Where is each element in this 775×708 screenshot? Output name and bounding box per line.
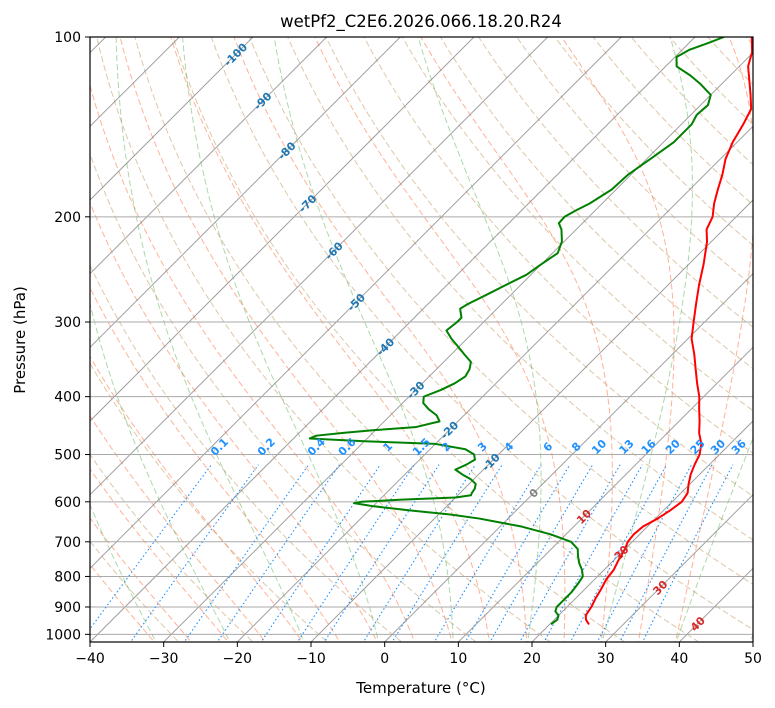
y-tick-label: 900 — [54, 600, 81, 616]
moist-adiabat — [90, 355, 304, 642]
moist-adiabat — [90, 201, 378, 642]
wet-bulb-curve — [273, 37, 454, 642]
moist-adiabat — [420, 37, 613, 642]
x-axis-title: Temperature (°C) — [355, 679, 485, 697]
x-tick-label: 50 — [744, 651, 762, 667]
isotherm-line — [236, 125, 753, 642]
x-tick-label: 0 — [380, 651, 389, 667]
mixing-ratio-line — [296, 464, 415, 642]
isotherm-line — [90, 37, 328, 275]
x-tick-label: 20 — [523, 651, 541, 667]
y-tick-label: 100 — [54, 30, 81, 46]
chart-title: wetPf2_C2E6.2026.066.18.20.R24 — [280, 12, 562, 32]
isotherm-line — [531, 420, 753, 642]
isotherm-line — [384, 272, 753, 642]
dry-adiabat — [210, 37, 753, 631]
wet-bulb-curve — [90, 503, 157, 642]
plot-frame — [89, 36, 754, 643]
wet-bulb-curve — [417, 37, 542, 642]
mixing-ratio-line — [619, 464, 713, 642]
wet-bulb-curve — [115, 37, 305, 642]
mixing-ratio-line — [596, 464, 692, 642]
mixing-ratio-line — [569, 464, 668, 642]
x-tick-label: 30 — [597, 651, 615, 667]
isotherm-line — [163, 51, 753, 642]
mixing-ratio-line — [464, 464, 571, 642]
dry-adiabat — [90, 540, 180, 642]
dry-adiabat — [172, 37, 700, 642]
mixing-ratio-line — [90, 464, 212, 630]
wet-bulb-curve — [90, 301, 231, 642]
mixing-ratio-line — [391, 464, 503, 642]
moist-adiabat — [314, 37, 566, 642]
wet-bulb-curve — [182, 37, 380, 642]
dry-adiabat — [90, 264, 403, 642]
y-tick-label: 800 — [54, 569, 81, 585]
dry-adiabat — [287, 37, 753, 541]
mixing-ratio-line — [433, 464, 542, 642]
wet-bulb-curve — [675, 436, 753, 642]
moist-adiabat — [170, 37, 490, 642]
isotherm-line — [310, 199, 753, 642]
y-tick-label: 700 — [54, 535, 81, 551]
isotherm-line — [90, 37, 622, 570]
moist-adiabat — [119, 37, 453, 642]
mixing-ratio-line — [641, 464, 734, 642]
isotherm-line — [90, 37, 696, 642]
wet-bulb-curve — [601, 37, 693, 642]
y-tick-label: 600 — [54, 495, 81, 511]
isotherm-line — [457, 346, 753, 642]
axes: −40 −30 −20 −10 0 10 20 30 40 50 100 200 300 400 500 60… — [45, 30, 762, 667]
mixing-ratio-line — [323, 464, 440, 642]
dry-adiabat — [325, 37, 753, 497]
dry-adiabat — [90, 152, 477, 642]
y-tick-label: 1000 — [45, 627, 81, 643]
moist-adiabat — [90, 517, 192, 642]
dry-adiabat — [477, 37, 753, 328]
y-tick-label: 300 — [54, 315, 81, 331]
dry-adiabat — [363, 37, 753, 454]
x-tick-label: 10 — [449, 651, 467, 667]
dry-adiabat — [96, 37, 552, 642]
dry-adiabat — [90, 362, 329, 642]
mixing-ratio-line — [129, 464, 259, 642]
moist-adiabat — [90, 83, 416, 642]
x-tick-label: −40 — [75, 651, 105, 667]
y-tick-label: 200 — [54, 210, 81, 226]
x-tick-label: −20 — [223, 651, 253, 667]
plot-area — [90, 37, 753, 642]
isotherm-line — [90, 37, 254, 201]
y-tick-label: 400 — [54, 390, 81, 406]
moist-adiabat — [90, 563, 156, 642]
dry-adiabat — [439, 37, 753, 370]
x-tick-label: −30 — [149, 651, 179, 667]
y-tick-label: 500 — [54, 448, 81, 464]
moist-adiabat — [233, 37, 528, 642]
y-axis-title: Pressure (hPa) — [11, 286, 29, 394]
dewpoint-profile — [308, 37, 725, 625]
dry-adiabat — [134, 37, 626, 642]
isotherm-line — [90, 37, 475, 422]
moist-adiabat — [90, 414, 266, 642]
x-tick-label: 40 — [670, 651, 688, 667]
moist-adiabat — [90, 468, 229, 642]
mixing-ratio-line — [183, 464, 310, 642]
x-tick-label: −10 — [296, 651, 326, 667]
moist-adiabat — [561, 37, 675, 642]
mixing-ratio-line — [362, 464, 476, 642]
temperature-profile — [584, 37, 753, 625]
isotherm-line — [90, 37, 549, 496]
isotherm-line — [605, 493, 753, 642]
isotherm-line — [90, 37, 401, 349]
